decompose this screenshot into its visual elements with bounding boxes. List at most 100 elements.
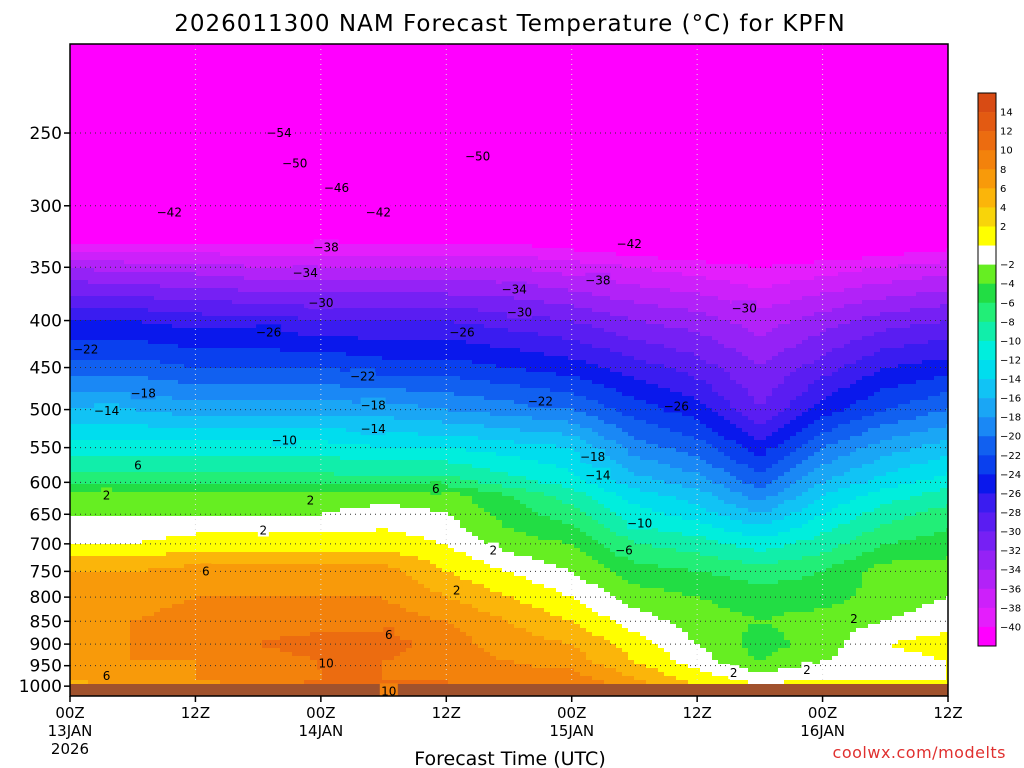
field-cell — [100, 632, 107, 637]
field-cell — [136, 524, 143, 529]
field-cell — [88, 504, 95, 509]
field-cell — [208, 132, 215, 137]
field-cell — [130, 112, 137, 117]
field-cell — [172, 568, 179, 573]
field-cell — [82, 488, 89, 493]
field-cell — [238, 264, 245, 269]
field-cell — [178, 452, 185, 457]
field-cell — [244, 292, 251, 297]
field-cell — [100, 212, 107, 217]
field-cell — [160, 484, 167, 489]
field-cell — [232, 564, 239, 569]
field-cell — [76, 416, 83, 421]
field-cell — [172, 488, 179, 493]
field-cell — [100, 556, 107, 561]
field-cell — [190, 360, 197, 365]
field-cell — [136, 504, 143, 509]
field-cell — [232, 172, 239, 177]
field-cell — [154, 200, 161, 205]
field-cell — [100, 432, 107, 437]
field-cell — [76, 484, 83, 489]
field-cell — [94, 356, 101, 361]
field-cell — [250, 404, 257, 409]
field-cell — [208, 100, 215, 105]
field-cell — [190, 236, 197, 241]
field-cell — [238, 100, 245, 105]
field-cell — [148, 76, 155, 81]
field-cell — [112, 136, 119, 141]
field-cell — [88, 228, 95, 233]
field-cell — [142, 176, 149, 181]
field-cell — [232, 68, 239, 73]
field-cell — [244, 576, 251, 581]
field-cell — [190, 176, 197, 181]
field-cell — [76, 156, 83, 161]
field-cell — [148, 144, 155, 149]
field-cell — [94, 504, 101, 509]
field-cell — [136, 68, 143, 73]
field-cell — [70, 84, 77, 89]
field-cell — [142, 108, 149, 113]
field-cell — [238, 440, 245, 445]
field-cell — [244, 100, 251, 105]
field-cell — [250, 144, 257, 149]
field-cell — [154, 240, 161, 245]
field-cell — [94, 296, 101, 301]
field-cell — [106, 208, 113, 213]
field-cell — [106, 136, 113, 141]
field-cell — [202, 432, 209, 437]
field-cell — [70, 320, 77, 325]
field-cell — [232, 536, 239, 541]
field-cell — [172, 312, 179, 317]
field-cell — [166, 448, 173, 453]
field-cell — [106, 432, 113, 437]
field-cell — [226, 124, 233, 129]
field-cell — [76, 248, 83, 253]
field-cell — [184, 132, 191, 137]
field-cell — [124, 280, 131, 285]
field-cell — [112, 484, 119, 489]
field-cell — [250, 396, 257, 401]
field-cell — [238, 472, 245, 477]
field-cell — [106, 628, 113, 633]
field-cell — [238, 80, 245, 85]
field-cell — [154, 632, 161, 637]
field-cell — [226, 400, 233, 405]
field-cell — [244, 236, 251, 241]
field-cell — [202, 224, 209, 229]
field-cell — [250, 268, 257, 273]
field-cell — [238, 252, 245, 257]
field-cell — [130, 228, 137, 233]
field-cell — [148, 264, 155, 269]
field-cell — [214, 392, 221, 397]
field-cell — [238, 144, 245, 149]
field-cell — [238, 84, 245, 89]
field-cell — [118, 324, 125, 329]
field-cell — [226, 460, 233, 465]
field-cell — [106, 160, 113, 165]
field-cell — [154, 148, 161, 153]
field-cell — [142, 148, 149, 153]
field-cell — [232, 528, 239, 533]
field-cell — [154, 192, 161, 197]
field-cell — [166, 620, 173, 625]
field-cell — [202, 476, 209, 481]
field-cell — [82, 572, 89, 577]
field-cell — [130, 444, 137, 449]
field-cell — [166, 196, 173, 201]
field-cell — [190, 600, 197, 605]
field-cell — [94, 580, 101, 585]
field-cell — [148, 516, 155, 521]
field-cell — [166, 116, 173, 121]
field-cell — [154, 80, 161, 85]
field-cell — [244, 156, 251, 161]
field-cell — [208, 296, 215, 301]
field-cell — [70, 496, 77, 501]
field-cell — [70, 560, 77, 565]
field-cell — [172, 320, 179, 325]
field-cell — [196, 284, 203, 289]
field-cell — [154, 396, 161, 401]
field-cell — [178, 92, 185, 97]
field-cell — [232, 640, 239, 645]
field-cell — [190, 280, 197, 285]
